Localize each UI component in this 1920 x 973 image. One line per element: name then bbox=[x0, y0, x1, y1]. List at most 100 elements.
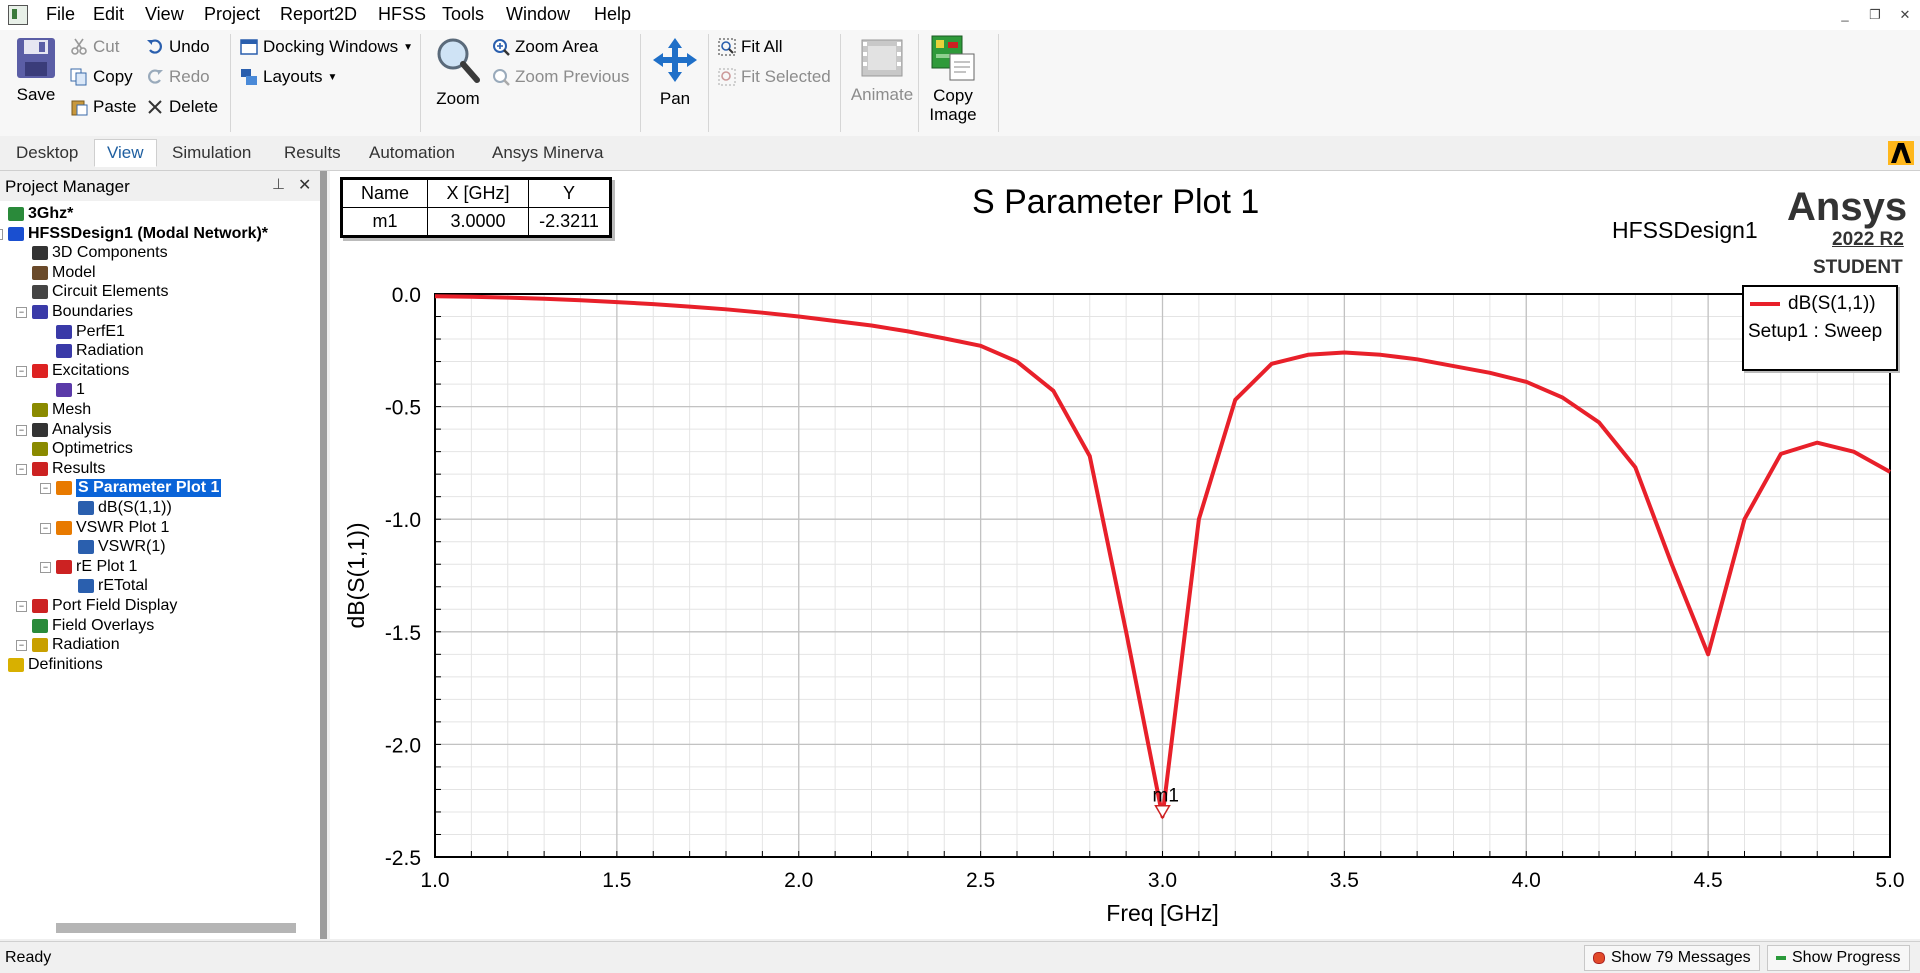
zoom-previous-button[interactable]: Zoom Previous bbox=[492, 67, 629, 87]
tab-view[interactable]: View bbox=[94, 139, 157, 167]
tree-item[interactable]: Field Overlays bbox=[32, 617, 154, 635]
tree-item[interactable]: rETotal bbox=[78, 577, 148, 595]
tree-item[interactable]: Optimetrics bbox=[32, 440, 133, 458]
tree-item[interactable]: 1 bbox=[56, 381, 85, 399]
tree-expander-icon[interactable]: − bbox=[16, 424, 27, 436]
tree-item[interactable]: 3Ghz* bbox=[8, 205, 73, 223]
tree-expander-icon[interactable]: − bbox=[40, 561, 51, 573]
save-icon bbox=[17, 38, 55, 78]
horizontal-scrollbar[interactable] bbox=[56, 923, 296, 933]
minimize-button[interactable]: _ bbox=[1841, 7, 1849, 22]
tree-item[interactable]: VSWR Plot 1 bbox=[56, 519, 169, 537]
panel-splitter[interactable] bbox=[320, 171, 327, 939]
show-messages-button[interactable]: Show 79 Messages bbox=[1584, 945, 1760, 971]
project-tree: 3Ghz* HFSSDesign1 (Modal Network)* − 3D Com… bbox=[0, 201, 320, 901]
menu-edit[interactable]: Edit bbox=[93, 4, 125, 24]
copy-image-button[interactable]: Copy Image bbox=[922, 34, 984, 124]
y-axis-label: dB(S(1,1)) bbox=[343, 522, 369, 628]
magnifier-icon bbox=[437, 38, 480, 83]
undo-button[interactable]: Undo bbox=[146, 37, 210, 57]
zoom-area-icon bbox=[493, 39, 510, 56]
tree-item[interactable]: HFSSDesign1 (Modal Network)* bbox=[8, 225, 268, 243]
tree-item-label: 1 bbox=[76, 381, 85, 399]
redo-button[interactable]: Redo bbox=[146, 67, 210, 87]
tree-expander-icon[interactable]: − bbox=[40, 483, 51, 495]
fit-all-button[interactable]: Fit All bbox=[718, 37, 783, 57]
tree-item-label: Excitations bbox=[52, 361, 130, 379]
menu-help[interactable]: Help bbox=[594, 4, 632, 24]
x-tick-label: 4.5 bbox=[1694, 869, 1723, 892]
delete-icon bbox=[148, 100, 162, 114]
tree-expander-icon[interactable]: − bbox=[40, 522, 51, 534]
marker-triangle bbox=[1154, 804, 1171, 820]
cut-button[interactable]: Cut bbox=[70, 37, 119, 57]
tree-item[interactable]: VSWR(1) bbox=[78, 538, 166, 556]
paste-button[interactable]: Paste bbox=[70, 97, 136, 117]
tree-item[interactable]: Boundaries bbox=[32, 303, 133, 321]
tree-item[interactable]: Radiation bbox=[32, 636, 120, 654]
tree-node-icon bbox=[8, 657, 24, 672]
menu-project[interactable]: Project bbox=[204, 4, 261, 24]
tree-item[interactable]: Results bbox=[32, 460, 105, 478]
zoom-area-button[interactable]: Zoom Area bbox=[492, 37, 598, 57]
project-manager-header: Project Manager ⊥ ✕ bbox=[0, 171, 320, 201]
menu-file[interactable]: File bbox=[46, 4, 76, 24]
menu-window[interactable]: Window bbox=[506, 4, 571, 24]
app-icon[interactable] bbox=[8, 5, 28, 25]
tree-item[interactable]: Analysis bbox=[32, 421, 112, 439]
menu-view[interactable]: View bbox=[145, 4, 184, 24]
tab-desktop[interactable]: Desktop bbox=[16, 143, 79, 162]
tab-ansys-minerva[interactable]: Ansys Minerva bbox=[492, 143, 604, 162]
restore-button[interactable]: ❐ bbox=[1869, 7, 1881, 22]
tree-item[interactable]: PerfE1 bbox=[56, 323, 125, 341]
show-progress-button[interactable]: Show Progress bbox=[1767, 945, 1910, 971]
tree-expander-icon[interactable]: − bbox=[16, 365, 27, 377]
tree-expander-icon[interactable]: − bbox=[16, 601, 27, 612]
tree-expander-icon[interactable]: − bbox=[16, 640, 27, 652]
tree-item[interactable]: Circuit Elements bbox=[32, 283, 168, 301]
copy-button[interactable]: Copy bbox=[70, 67, 133, 87]
layouts-button[interactable]: Layouts ▼ bbox=[240, 67, 337, 87]
s-parameter-chart[interactable]: 1.0 1.5 2.0 2.5 3.0 3.5 4.0 4.5 5.0 0.0 -0.5 -1.0 -1… bbox=[330, 171, 1920, 939]
menu-hfss[interactable]: HFSS bbox=[378, 4, 427, 24]
tree-item[interactable]: rE Plot 1 bbox=[56, 558, 137, 576]
tab-simulation[interactable]: Simulation bbox=[172, 143, 252, 162]
menu-tools[interactable]: Tools bbox=[442, 4, 485, 24]
tree-item[interactable]: S Parameter Plot 1 bbox=[56, 478, 223, 499]
ribbon-separator bbox=[840, 34, 841, 132]
fit-selected-button[interactable]: Fit Selected bbox=[718, 67, 831, 87]
tree-item[interactable]: Radiation bbox=[56, 342, 144, 360]
marker-label: m1 bbox=[1153, 786, 1179, 807]
docking-windows-button[interactable]: Docking Windows ▼ bbox=[240, 37, 413, 57]
tree-item[interactable]: 3D Components bbox=[32, 244, 168, 262]
tree-item-label: Analysis bbox=[52, 420, 112, 438]
tree-item[interactable]: Mesh bbox=[32, 401, 91, 419]
tree-expander-icon[interactable]: − bbox=[0, 228, 3, 240]
delete-button[interactable]: Delete bbox=[146, 97, 218, 117]
tree-item[interactable]: Model bbox=[32, 264, 96, 282]
zoom-button[interactable]: Zoom bbox=[428, 36, 488, 109]
tree-item[interactable]: Definitions bbox=[8, 656, 103, 674]
close-button[interactable]: ✕ bbox=[1899, 7, 1911, 22]
tab-results[interactable]: Results bbox=[284, 143, 341, 162]
project-manager-title: Project Manager bbox=[5, 177, 130, 196]
save-button[interactable]: Save bbox=[10, 36, 62, 105]
close-panel-icon[interactable]: ✕ bbox=[298, 177, 312, 194]
ribbon-separator bbox=[420, 34, 421, 132]
menu-report2d[interactable]: Report2D bbox=[280, 4, 358, 24]
tree-node-icon bbox=[8, 226, 24, 241]
tree-expander-icon[interactable]: − bbox=[16, 463, 27, 475]
tab-automation[interactable]: Automation bbox=[369, 143, 455, 162]
pan-button[interactable]: Pan bbox=[646, 36, 704, 109]
tree-item[interactable]: Excitations bbox=[32, 362, 129, 380]
menu-bar: File Edit View Project Report2D HFSS Too… bbox=[0, 0, 1920, 30]
tree-expander-icon[interactable]: − bbox=[16, 307, 27, 318]
chart-legend[interactable]: dB(S(1,1)) Setup1 : Sweep bbox=[1742, 285, 1898, 371]
marker-header-x: X [GHz] bbox=[427, 179, 529, 208]
tree-item[interactable]: Port Field Display bbox=[32, 597, 177, 615]
tree-item[interactable]: dB(S(1,1)) bbox=[78, 499, 172, 517]
animate-button[interactable]: Animate bbox=[846, 36, 918, 105]
pin-icon[interactable]: ⊥ bbox=[272, 176, 286, 193]
marker-cell-name: m1 bbox=[342, 207, 428, 236]
status-bar: Ready Show 79 Messages Show Progress bbox=[0, 941, 1920, 973]
